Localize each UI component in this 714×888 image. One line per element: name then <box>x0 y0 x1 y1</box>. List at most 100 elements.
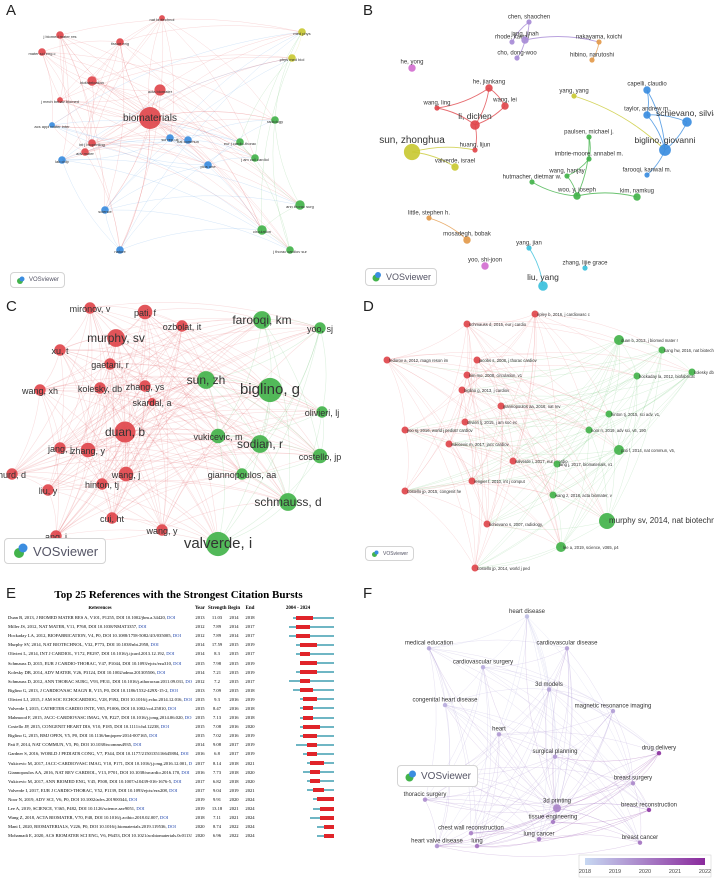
node-label: schievano, silvia <box>656 108 714 118</box>
network-edge <box>47 489 57 537</box>
network-edge <box>470 783 634 834</box>
reference-text: Noor N, 2019, ADV SCI, V6, P0, DOI 10.10… <box>8 796 129 802</box>
network-edge <box>444 704 558 809</box>
reference-text: Wang Z, 2018, ACTA BIOMATER, V70, P48, D… <box>8 815 161 821</box>
network-edge <box>59 18 303 36</box>
network-edge <box>474 313 536 569</box>
node-label: magnetic resonance imaging <box>575 703 652 709</box>
node-olivieri-lj-2015-j-am-soc-ec <box>461 418 469 426</box>
doi-link[interactable]: DOI <box>172 633 181 639</box>
node-yoo-sj <box>314 322 326 334</box>
doi-link[interactable]: DOI <box>166 651 175 657</box>
burst-segment <box>306 751 317 756</box>
doi-link[interactable]: DOI <box>173 778 182 784</box>
node-gaetani-r <box>104 358 116 370</box>
node-j-thorac-cardiov-sur <box>286 246 294 254</box>
network-edge <box>498 648 568 735</box>
node-label: lung cancer <box>523 832 554 838</box>
network-edge <box>59 34 151 119</box>
network-edge <box>91 80 161 92</box>
year-cell: 2017 <box>195 760 205 766</box>
node-label: circulation <box>253 229 271 234</box>
doi-link[interactable]: DOI <box>133 742 142 748</box>
doi-link[interactable]: DOI <box>167 824 176 830</box>
node-label: huang, lijun <box>460 142 491 148</box>
end-cell: 2019 <box>245 696 255 702</box>
network-edge <box>59 349 219 545</box>
network-edge <box>386 359 554 496</box>
doi-link[interactable]: DOI <box>183 696 192 702</box>
node-label: liu, y <box>39 486 58 496</box>
begin-cell: 2022 <box>229 824 239 830</box>
node-label: rengier f, 2010, int j comput <box>474 479 526 484</box>
network-edge <box>59 447 163 531</box>
network-edge <box>606 413 615 522</box>
doi-link[interactable]: DOI <box>160 815 169 821</box>
network-edge <box>552 449 620 496</box>
doi-link[interactable]: DOI <box>157 669 166 675</box>
doi-link[interactable]: DOI <box>180 751 189 757</box>
doi-link[interactable]: DOI <box>169 787 178 793</box>
year-cell: 2016 <box>195 769 205 775</box>
network-edge <box>552 371 693 496</box>
timeline-line <box>289 634 334 637</box>
node-kolesky-db-2014-adv-mater <box>688 368 696 376</box>
begin-cell: 2019 <box>229 787 239 793</box>
burst-bar <box>262 824 334 829</box>
network-edge <box>498 616 528 735</box>
burst-segment <box>313 788 324 793</box>
doi-link[interactable]: DOI <box>169 687 178 693</box>
node-label: costello jp, 2015, congenit he <box>407 489 462 494</box>
doi-link[interactable]: DOI <box>160 724 170 730</box>
network-edge <box>272 119 291 251</box>
network-edge <box>125 443 261 475</box>
doi-link[interactable]: DOI <box>188 760 192 766</box>
doi-link[interactable]: DOI <box>138 624 147 630</box>
network-edge <box>476 667 492 847</box>
reference-cell: Olivieri L, 2014, INT J CARDIOL, V172, P… <box>8 651 192 656</box>
end-cell: 2020 <box>245 778 255 784</box>
network-edge <box>436 843 478 847</box>
network-edge <box>39 389 219 437</box>
network-edge <box>556 710 614 809</box>
node-surgical-planning <box>552 754 558 759</box>
node-label: cardiovascular surgery <box>453 660 513 666</box>
network-edge <box>261 319 321 457</box>
node-imbrie-moore-annabel-m <box>586 156 592 162</box>
node-label: lung <box>471 838 482 844</box>
network-edge <box>632 783 650 811</box>
network-edge <box>476 783 634 847</box>
network-edge <box>124 311 146 433</box>
network-edge <box>124 327 321 433</box>
network-edge <box>556 783 634 809</box>
node-label: surgical planning <box>532 749 577 755</box>
doi-link[interactable]: DOI <box>184 715 192 721</box>
table-row: Murphy SV, 2014, NAT BIOTECHNOL, V32, P7… <box>8 640 348 649</box>
network-edge <box>464 421 480 569</box>
doi-link[interactable]: DOI <box>149 733 158 739</box>
doi-link[interactable]: DOI <box>185 678 192 684</box>
node-label: capelli, claudio <box>627 81 667 87</box>
reference-cell: Valverde I, 2015, CATHETER CARDIO INTE, … <box>8 706 192 711</box>
table-header: References Year Strength Begin End 2004 … <box>8 603 348 613</box>
doi-link[interactable]: DOI <box>173 660 182 666</box>
nodes-layer: biomaterials acta biomater biofabrication a… <box>28 15 314 254</box>
doi-link[interactable]: DOI <box>167 615 176 621</box>
doi-link[interactable]: DOI <box>167 705 177 711</box>
network-edge <box>500 405 514 462</box>
reference-cell: Miller JS, 2012, NAT MATER, V11, P768, D… <box>8 624 192 629</box>
network-edge <box>404 421 466 431</box>
network-edge <box>59 408 323 449</box>
network-edge <box>89 307 271 391</box>
network-edge <box>482 648 568 668</box>
network-edge <box>464 375 638 423</box>
network-edge <box>551 648 568 809</box>
network-edge <box>448 443 473 482</box>
doi-link[interactable]: DOI <box>181 769 190 775</box>
doi-link[interactable]: DOI <box>136 806 145 812</box>
doi-link[interactable]: DOI <box>128 796 138 802</box>
doi-link[interactable]: DOI <box>150 642 159 648</box>
network-edge <box>470 734 500 834</box>
end-cell: 2020 <box>245 724 255 730</box>
node-kang-hw-2016-nat-biotechnol <box>658 346 666 354</box>
